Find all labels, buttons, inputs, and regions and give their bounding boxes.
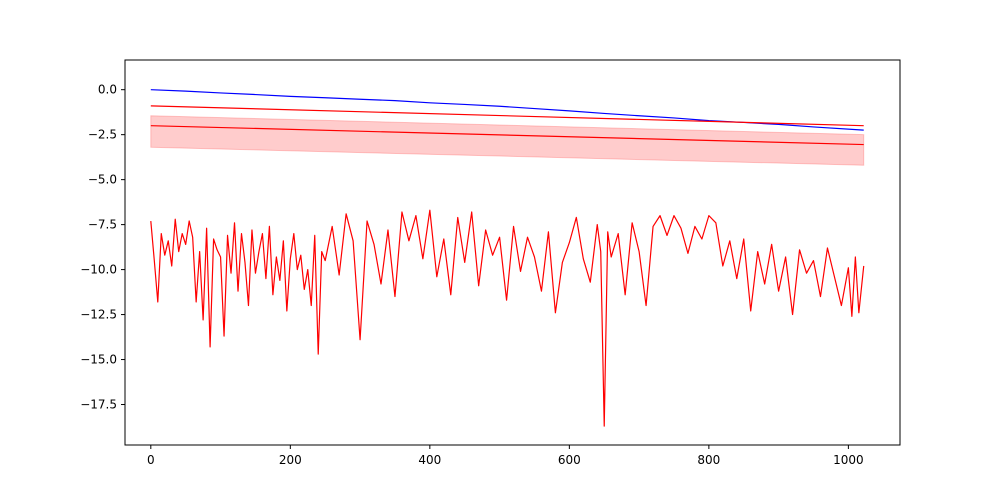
- x-tick-label: 600: [558, 453, 581, 467]
- x-tick-label: 800: [697, 453, 720, 467]
- axes-frame: [124, 59, 901, 446]
- x-tick-label: 0: [147, 453, 155, 467]
- y-tick-label: −7.5: [88, 218, 117, 232]
- series-3-band: [150, 115, 865, 166]
- y-tick-label: −10.0: [80, 263, 117, 277]
- plot-area: [150, 89, 865, 427]
- y-tick-label: −17.5: [80, 398, 117, 412]
- y-tick-label: 0.0: [98, 83, 117, 97]
- series-4-line: [150, 209, 865, 427]
- x-tick-label: 1000: [833, 453, 864, 467]
- axes-ticks: 0 200 400 600 800 1000 0.0 −2.5 −5.0 −7.5 −10.0 −12…: [80, 83, 863, 467]
- y-tick-label: −2.5: [88, 128, 117, 142]
- y-tick-label: −5.0: [88, 173, 117, 187]
- series-2-line: [150, 125, 864, 146]
- series-1-line: [150, 105, 864, 127]
- y-tick-label: −15.0: [80, 353, 117, 367]
- y-tick-label: −12.5: [80, 308, 117, 322]
- x-tick-label: 400: [418, 453, 441, 467]
- x-tick-label: 200: [279, 453, 302, 467]
